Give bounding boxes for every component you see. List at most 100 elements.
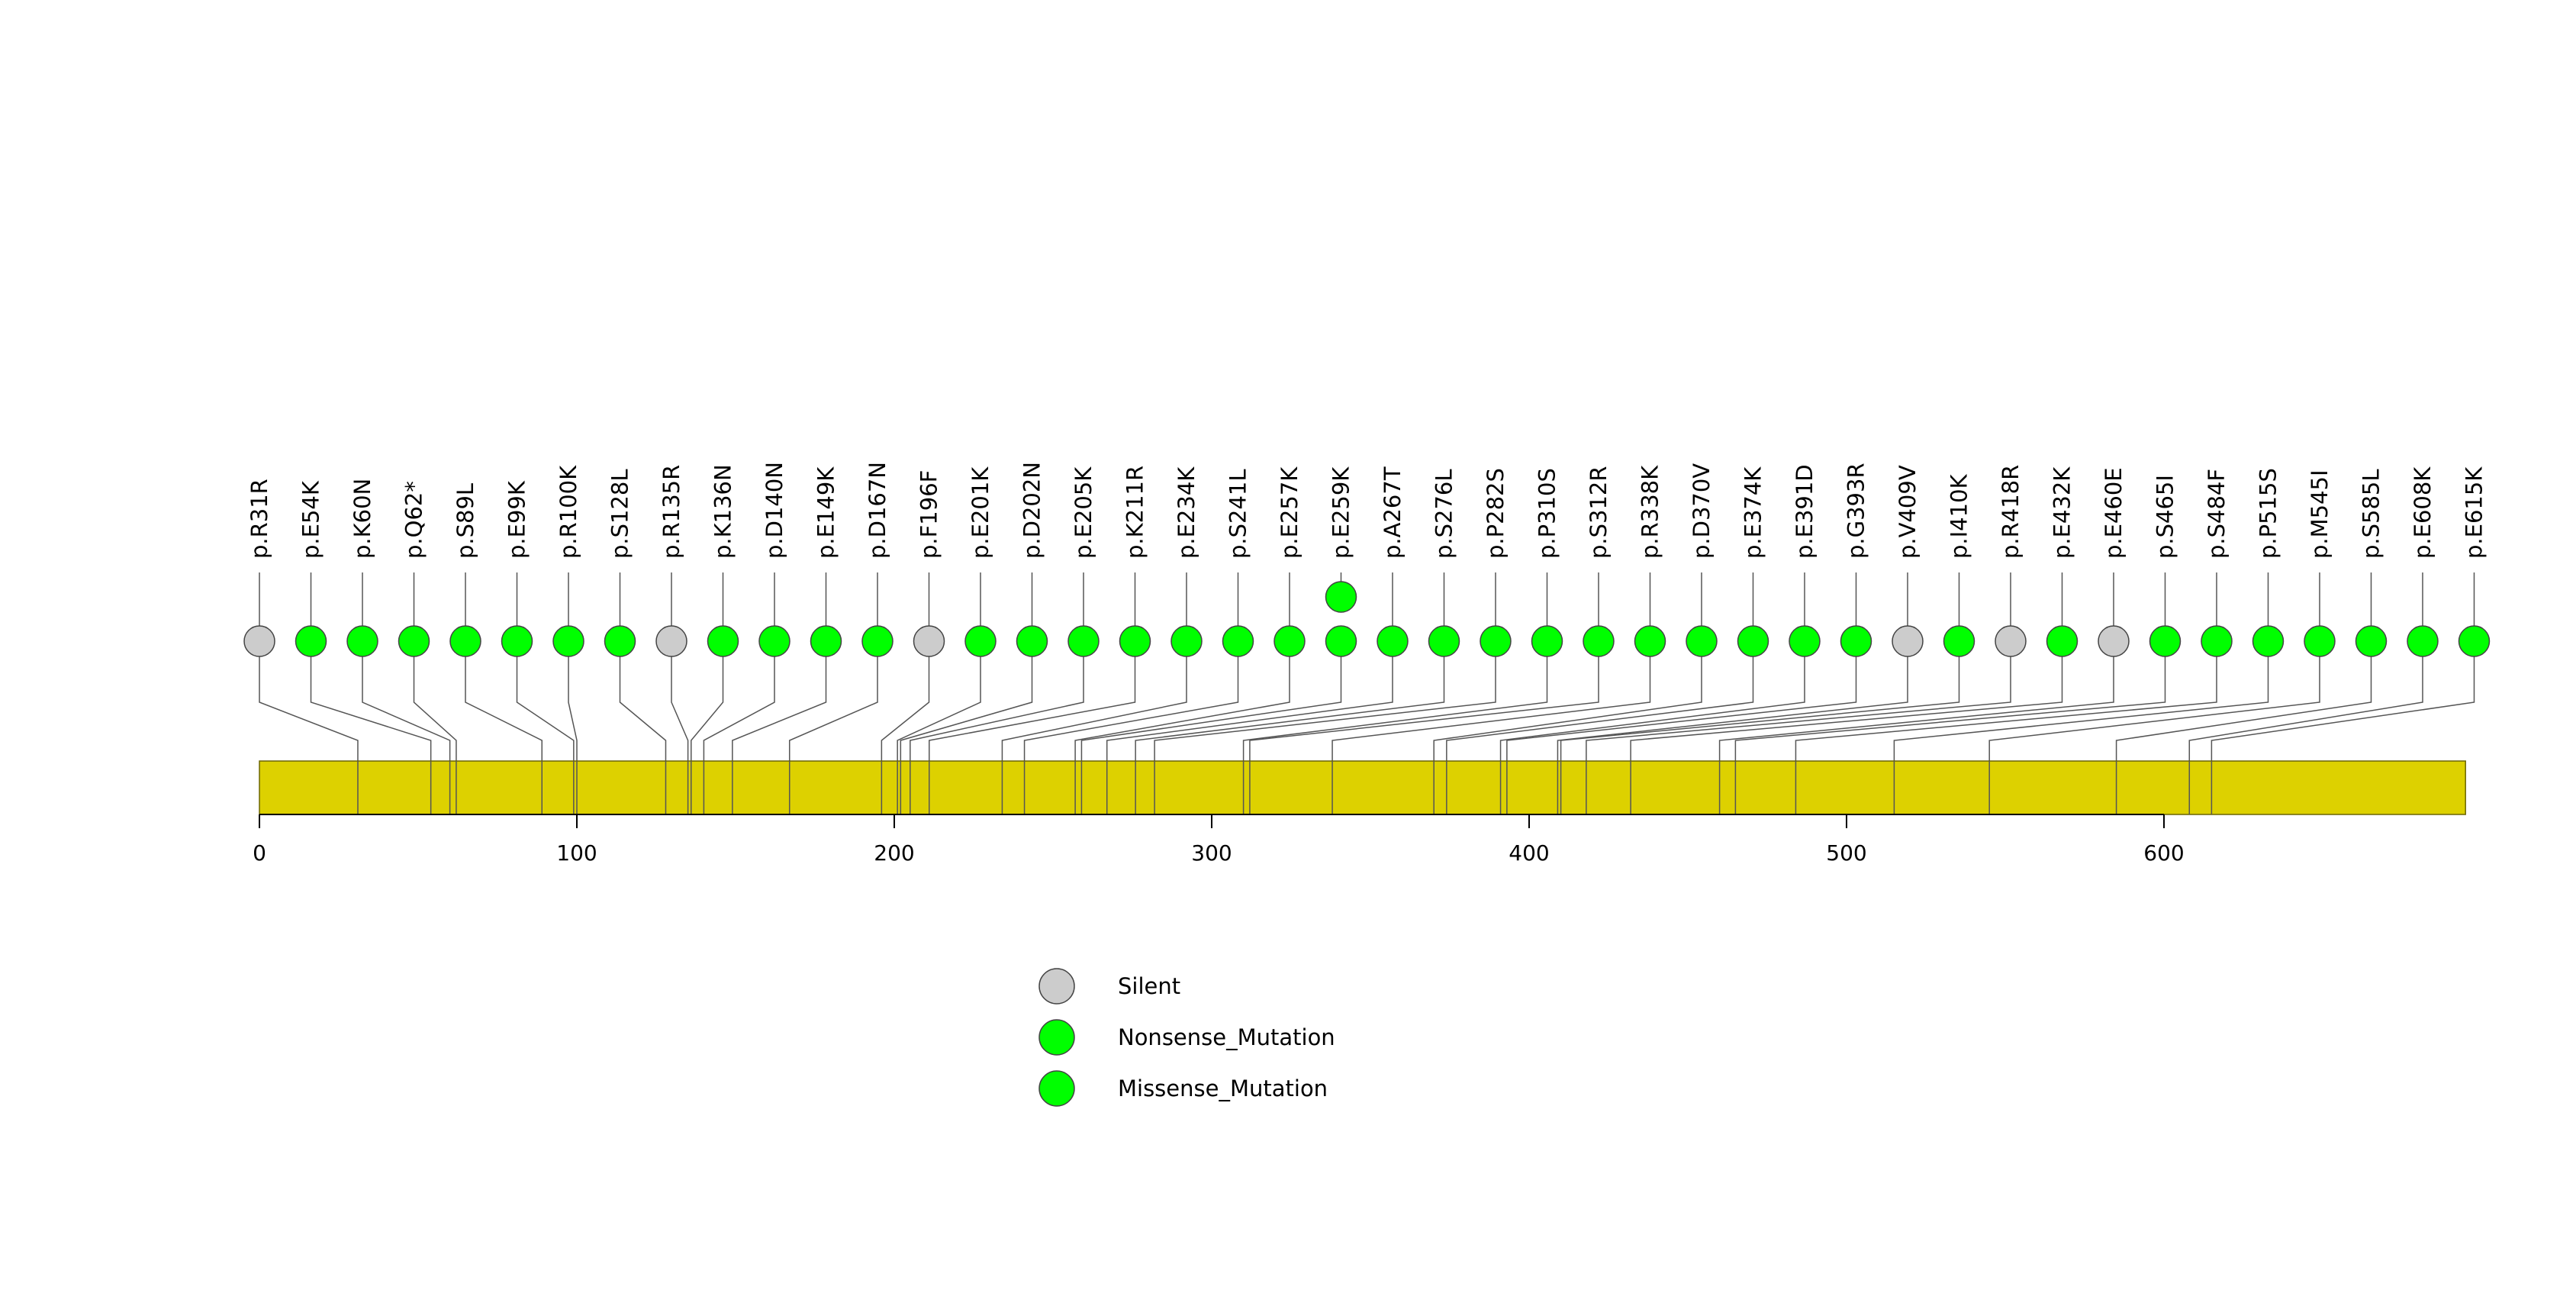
mutation-label: p.E374K	[1740, 466, 1766, 559]
connector-line	[691, 656, 724, 761]
mutation-point	[913, 625, 945, 657]
mutation-label: p.K136N	[710, 464, 736, 559]
x-tick-label: 100	[556, 840, 597, 866]
connector-line	[362, 656, 451, 761]
connector-line	[1734, 656, 2166, 761]
legend-swatch	[1038, 1070, 1075, 1107]
connector-line	[619, 656, 667, 761]
connector-line	[671, 656, 689, 761]
protein-bar	[259, 760, 2466, 815]
mutation-point	[1892, 625, 1924, 657]
mutation-label: p.S312R	[1586, 466, 1612, 559]
connector-line	[1893, 656, 2269, 761]
mutation-point	[604, 625, 636, 657]
mutation-label: p.P282S	[1483, 468, 1509, 559]
connector-line	[900, 656, 1033, 761]
connector-line	[1331, 656, 1651, 761]
mutation-point	[1274, 625, 1306, 657]
connector-line	[2115, 656, 2372, 761]
x-tick-label: 200	[874, 840, 914, 866]
mutation-labels: p.R31R p.E54K p.K60N p.Q62* p.S89L p.E99K p.R1…	[246, 462, 2487, 559]
mutation-point	[501, 625, 533, 657]
connector-line	[788, 656, 878, 761]
mutation-point	[1428, 625, 1460, 657]
connector-line	[1795, 656, 2217, 761]
mutation-label: p.P310S	[1534, 468, 1560, 559]
mutation-label: p.S585L	[2359, 469, 2384, 559]
mutation-point	[1222, 625, 1254, 657]
legend-label: Nonsense_Mutation	[1118, 1024, 1335, 1050]
mutation-label: p.I410K	[1946, 473, 1972, 559]
mutation-label: p.E54K	[298, 480, 324, 559]
x-tick-label: 300	[1191, 840, 1232, 866]
connector-line	[1433, 656, 1702, 761]
x-tick-label: 400	[1509, 840, 1549, 866]
connector-line	[1586, 656, 2011, 761]
mutation-point	[2046, 625, 2079, 657]
mutation-label: p.V409V	[1895, 465, 1921, 559]
connector-line	[465, 656, 543, 761]
mutation-label: p.D370V	[1689, 463, 1715, 559]
mutation-label: p.R31R	[246, 479, 272, 559]
mutation-point	[1995, 625, 2027, 657]
legend-swatch	[1038, 1019, 1075, 1056]
mutation-point	[655, 625, 687, 657]
mutation-label: p.P515S	[2256, 468, 2281, 559]
connector-line	[310, 656, 432, 761]
mutation-point	[1480, 625, 1512, 657]
mutation-point	[1325, 625, 1357, 657]
mutation-point	[1325, 581, 1357, 613]
mutation-point	[1840, 625, 1872, 657]
mutation-point	[449, 625, 481, 657]
mutation-label: p.D140N	[762, 462, 787, 559]
mutation-point	[758, 625, 791, 657]
connector-line	[2211, 656, 2475, 761]
legend-label: Silent	[1118, 973, 1180, 999]
mutation-label: p.E234K	[1174, 466, 1199, 559]
mutation-point	[398, 625, 430, 657]
mutation-label: p.E205K	[1071, 466, 1096, 559]
mutation-point	[243, 625, 275, 657]
connector-line	[910, 656, 1084, 761]
legend-label: Missense_Mutation	[1118, 1076, 1328, 1101]
connector-line	[732, 656, 827, 761]
connector-line	[516, 656, 575, 761]
mutation-point	[1377, 625, 1409, 657]
connector-line	[1630, 656, 2063, 761]
mutation-label: p.M545I	[2307, 469, 2333, 559]
mutation-label: p.E432K	[2050, 466, 2075, 559]
connector-line	[897, 656, 981, 761]
connector-line	[1023, 656, 1239, 761]
connector-line	[2188, 656, 2423, 761]
legend-swatch	[1038, 968, 1075, 1005]
connector-line	[1988, 656, 2320, 761]
connector-line	[1074, 656, 1290, 761]
mutation-label: p.E259K	[1328, 466, 1354, 559]
mutation-label: p.S89L	[452, 483, 478, 559]
connector-line	[1080, 656, 1342, 761]
mutation-label: p.G393R	[1843, 463, 1869, 559]
connector-line	[1506, 656, 1857, 761]
connector-line	[1557, 656, 1908, 761]
mutation-point	[552, 625, 584, 657]
connector-line	[1499, 656, 1805, 761]
mutation-point	[2407, 625, 2439, 657]
mutation-label: p.R135R	[658, 465, 684, 559]
mutation-point	[707, 625, 739, 657]
mutation-label: p.R418R	[1998, 465, 2024, 559]
connector-line	[1106, 656, 1393, 761]
mutation-label: p.R338K	[1637, 465, 1663, 559]
connector-line	[413, 656, 457, 761]
connector-line	[1249, 656, 1599, 761]
connector-line	[1446, 656, 1754, 761]
mutation-point	[2149, 625, 2182, 657]
mutation-point	[810, 625, 842, 657]
mutation-point	[964, 625, 997, 657]
x-tick-label: 0	[253, 840, 266, 866]
x-tick-label: 600	[2143, 840, 2184, 866]
mutation-point	[1583, 625, 1615, 657]
connector-line	[1001, 656, 1187, 761]
mutation-point	[1170, 625, 1203, 657]
mutation-point	[1943, 625, 1975, 657]
mutation-label: p.E608K	[2410, 466, 2436, 559]
